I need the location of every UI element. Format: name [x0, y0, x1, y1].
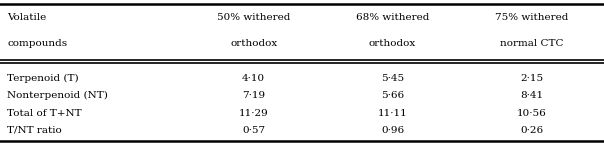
Text: 50% withered: 50% withered [217, 14, 291, 22]
Text: 8·41: 8·41 [520, 91, 543, 100]
Text: orthodox: orthodox [369, 39, 416, 48]
Text: Nonterpenoid (NT): Nonterpenoid (NT) [7, 91, 108, 100]
Text: orthodox: orthodox [230, 39, 277, 48]
Text: Volatile: Volatile [7, 14, 47, 22]
Text: T/NT ratio: T/NT ratio [7, 126, 62, 135]
Text: 7·19: 7·19 [242, 91, 265, 100]
Text: 0·26: 0·26 [520, 126, 543, 135]
Text: 0·57: 0·57 [242, 126, 265, 135]
Text: compounds: compounds [7, 39, 68, 48]
Text: 0·96: 0·96 [381, 126, 404, 135]
Text: 11·29: 11·29 [239, 109, 269, 118]
Text: 11·11: 11·11 [378, 109, 408, 118]
Text: Total of T+NT: Total of T+NT [7, 109, 82, 118]
Text: 68% withered: 68% withered [356, 14, 429, 22]
Text: 5·45: 5·45 [381, 74, 404, 83]
Text: 4·10: 4·10 [242, 74, 265, 83]
Text: 2·15: 2·15 [520, 74, 543, 83]
Text: 75% withered: 75% withered [495, 14, 568, 22]
Text: Terpenoid (T): Terpenoid (T) [7, 74, 79, 83]
Text: 5·66: 5·66 [381, 91, 404, 100]
Text: normal CTC: normal CTC [500, 39, 564, 48]
Text: 10·56: 10·56 [516, 109, 547, 118]
